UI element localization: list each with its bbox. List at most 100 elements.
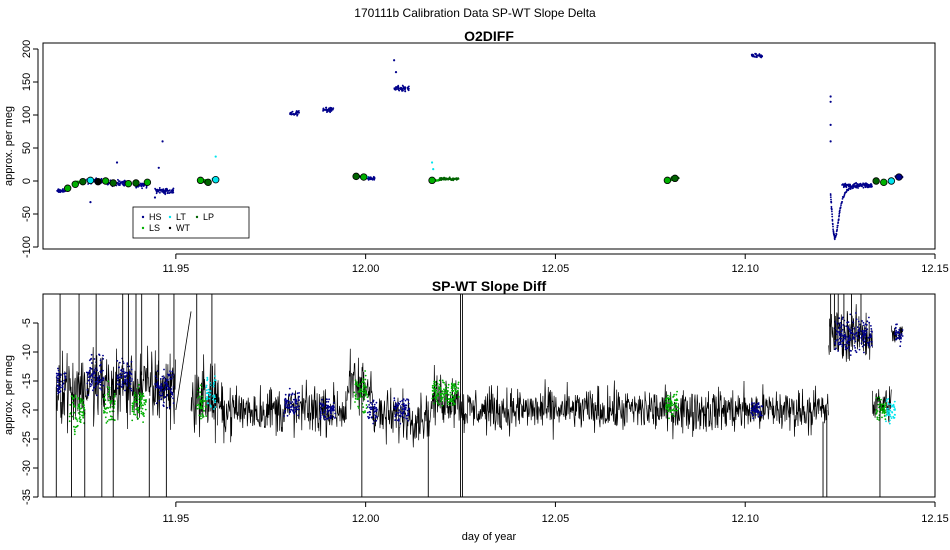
data-point: [831, 215, 834, 218]
data-point: [432, 168, 435, 171]
data-point: [833, 233, 836, 236]
data-point: [368, 413, 371, 416]
data-point: [855, 312, 857, 314]
data-point: [108, 399, 110, 402]
data-point: [897, 334, 900, 337]
data-point: [83, 408, 85, 411]
data-point: [364, 378, 367, 381]
data-point: [362, 385, 365, 388]
data-point: [159, 191, 161, 194]
slope-diff-overlay-hs: [750, 402, 764, 420]
data-point: [56, 384, 59, 387]
data-point: [758, 406, 760, 409]
data-point: [863, 183, 865, 186]
data-point: [846, 321, 849, 324]
data-point: [143, 399, 145, 401]
data-point: [326, 398, 328, 401]
data-point: [328, 110, 331, 112]
slope-diff-y-tick-label: -10: [21, 344, 33, 360]
data-point: [891, 411, 894, 414]
data-point: [319, 403, 322, 405]
slope-diff-overlay-hs: [393, 397, 411, 425]
data-point: [283, 415, 285, 417]
data-point: [212, 398, 214, 401]
data-point: [900, 336, 902, 339]
data-point: [855, 318, 858, 321]
legend-label-wt: WT: [176, 223, 190, 233]
data-point: [894, 327, 897, 330]
data-point: [164, 382, 167, 385]
data-point: [864, 339, 867, 341]
data-point: [86, 382, 89, 385]
data-point: [453, 402, 456, 405]
data-point: [855, 351, 858, 354]
data-point: [325, 406, 328, 409]
data-point: [213, 401, 216, 403]
data-point: [294, 408, 296, 410]
data-point: [201, 398, 204, 401]
data-point: [835, 333, 838, 336]
data-point: [297, 414, 299, 417]
data-point: [407, 412, 409, 415]
page-title: 170111b Calibration Data SP-WT Slope Del…: [354, 6, 596, 20]
legend-label-ls: LS: [149, 223, 160, 233]
data-point: [80, 397, 82, 400]
data-point: [394, 419, 397, 421]
data-point: [367, 400, 369, 402]
data-point: [829, 95, 832, 98]
data-point: [854, 340, 857, 343]
data-point: [100, 379, 103, 382]
data-point: [835, 233, 838, 236]
data-point: [162, 405, 165, 408]
data-point: [364, 394, 367, 397]
data-point: [841, 328, 844, 331]
data-point: [373, 403, 376, 406]
data-point: [675, 398, 678, 401]
data-point: [297, 396, 300, 399]
data-point: [754, 406, 757, 409]
data-point: [294, 406, 297, 409]
data-point: [665, 412, 668, 415]
legend-swatch-wt: [168, 226, 172, 230]
data-point: [399, 400, 402, 403]
data-point: [117, 178, 119, 181]
data-point: [121, 370, 124, 373]
data-point: [116, 376, 119, 378]
data-point: [451, 178, 454, 181]
data-point: [292, 406, 295, 409]
data-point: [158, 188, 161, 191]
data-point: [752, 417, 755, 420]
data-point: [402, 403, 405, 406]
data-point: [161, 387, 163, 390]
data-point: [394, 408, 397, 410]
data-point: [169, 390, 172, 392]
o2diff-cluster-hs: [750, 52, 764, 59]
data-point: [140, 410, 143, 413]
data-point: [401, 408, 404, 410]
data-point: [74, 406, 76, 408]
data-point: [843, 184, 846, 186]
data-point: [136, 416, 139, 418]
data-point: [671, 409, 674, 412]
data-point: [64, 372, 67, 375]
data-point: [865, 330, 868, 333]
data-point: [435, 389, 438, 392]
data-point: [163, 191, 166, 193]
data-point: [448, 401, 450, 403]
data-point: [829, 100, 832, 103]
data-point: [123, 372, 126, 375]
data-point: [868, 316, 870, 319]
o2diff-panel: O2DIFF approx. per meg -100 -50 0 50 100 150 2…: [3, 28, 949, 275]
data-point: [400, 406, 402, 409]
slope-diff-y-tick-label: -20: [21, 402, 33, 418]
data-point: [116, 387, 119, 390]
data-point: [669, 409, 672, 412]
slope-diff-x-tick-label: 12.15: [921, 513, 949, 525]
data-point: [198, 414, 201, 417]
data-point: [751, 402, 753, 404]
data-point: [86, 389, 89, 391]
data-point: [141, 404, 144, 406]
data-point: [666, 408, 669, 411]
o2diff-y-tick-label: 150: [21, 73, 33, 91]
data-point: [139, 392, 141, 395]
